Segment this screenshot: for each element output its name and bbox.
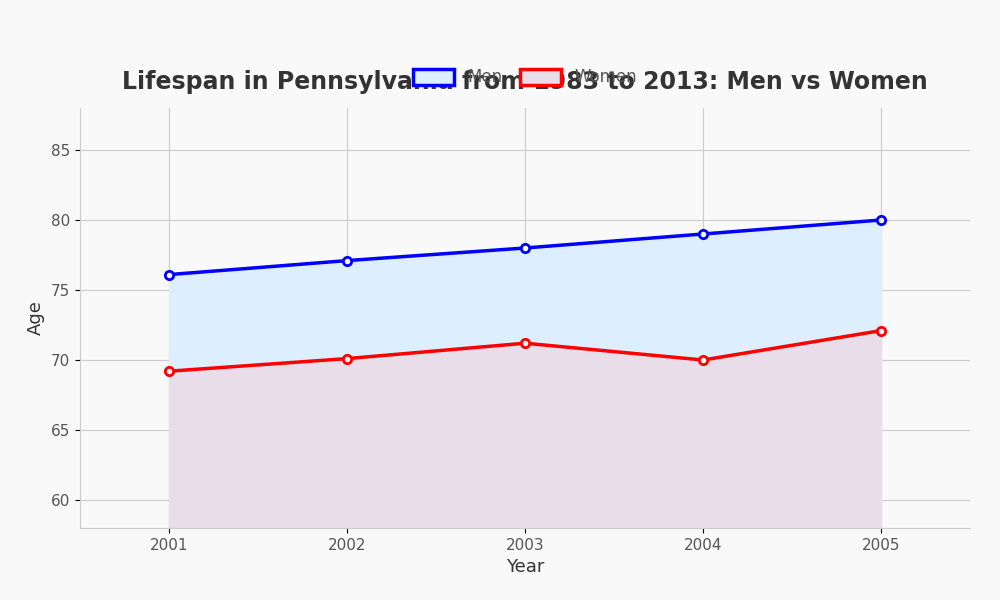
Title: Lifespan in Pennsylvania from 1983 to 2013: Men vs Women: Lifespan in Pennsylvania from 1983 to 20… — [122, 70, 928, 94]
Legend: Men, Women: Men, Women — [406, 62, 644, 93]
Y-axis label: Age: Age — [27, 301, 45, 335]
X-axis label: Year: Year — [506, 558, 544, 576]
